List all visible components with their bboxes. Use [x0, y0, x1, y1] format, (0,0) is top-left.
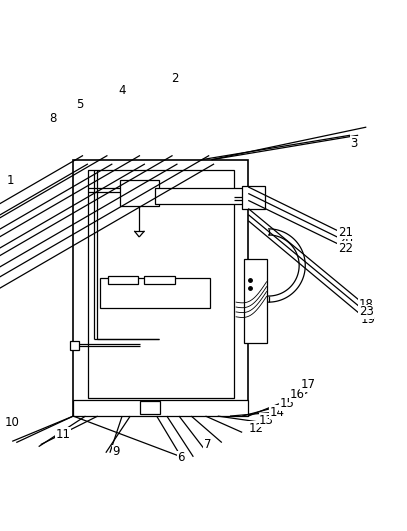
Text: 9: 9: [112, 446, 120, 458]
Text: 21: 21: [338, 226, 352, 238]
Text: 12: 12: [249, 422, 264, 435]
Text: 19: 19: [361, 313, 376, 326]
Text: 3: 3: [350, 137, 358, 150]
Text: 13: 13: [259, 414, 274, 427]
Text: 22: 22: [338, 242, 352, 255]
Text: 5: 5: [76, 98, 83, 111]
Text: 16: 16: [290, 388, 304, 401]
Bar: [73, 400, 248, 416]
Bar: [88, 170, 234, 398]
Text: 4: 4: [118, 84, 126, 97]
Text: 15: 15: [280, 397, 294, 410]
Bar: [120, 180, 159, 207]
Text: 14: 14: [269, 406, 284, 418]
Text: 7: 7: [204, 438, 211, 451]
Text: 1: 1: [7, 174, 14, 186]
Text: 17: 17: [301, 378, 316, 391]
Bar: [155, 188, 244, 204]
Bar: [144, 276, 175, 284]
Text: 10: 10: [5, 416, 20, 429]
Text: 18: 18: [359, 298, 374, 311]
Bar: [73, 160, 248, 416]
Bar: [70, 341, 79, 350]
Text: 20: 20: [338, 234, 352, 247]
Bar: [242, 186, 265, 209]
Bar: [140, 401, 160, 414]
Text: 11: 11: [56, 428, 70, 441]
Text: 23: 23: [359, 305, 374, 319]
Bar: [100, 278, 210, 308]
Text: 2: 2: [171, 72, 179, 85]
Bar: [108, 276, 138, 284]
Text: 6: 6: [177, 451, 185, 464]
Bar: [244, 260, 267, 343]
Text: 8: 8: [49, 113, 57, 125]
